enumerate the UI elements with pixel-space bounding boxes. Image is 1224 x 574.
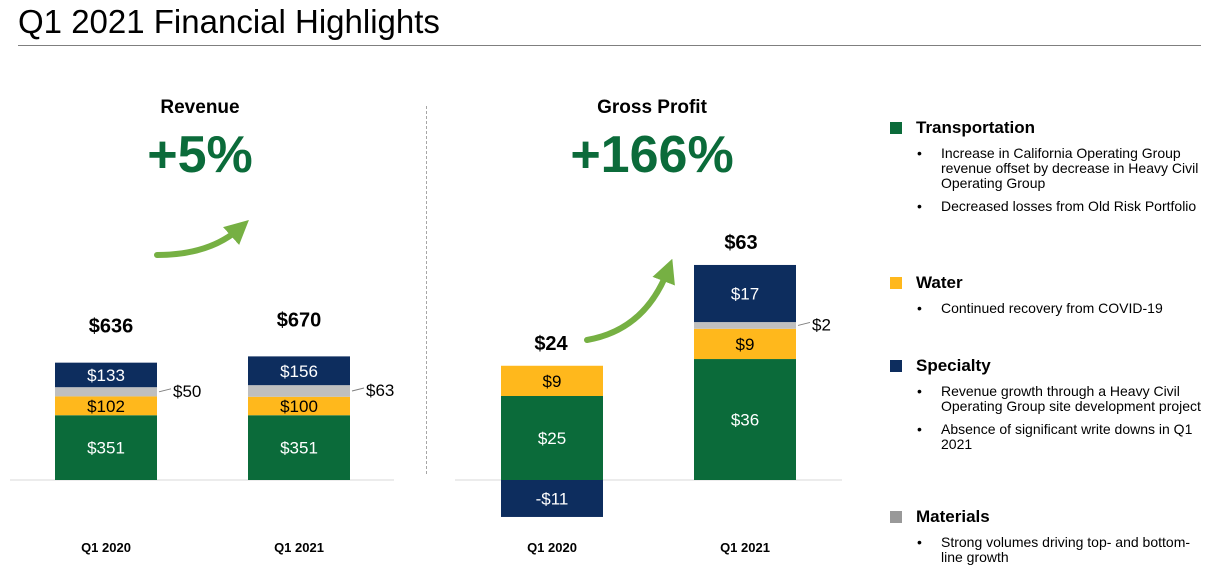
legend-label: Materials [916, 507, 990, 526]
bar-total-label: $24 [534, 333, 568, 355]
chart-change: +166% [570, 126, 733, 184]
segment-label: $102 [87, 397, 125, 416]
bar-segment-water [55, 396, 157, 416]
growth-arrow [584, 258, 675, 343]
segment-label: $50 [173, 382, 201, 401]
bar-segment-specialty [501, 480, 603, 517]
legend-swatch [890, 122, 902, 134]
segment-label: $36 [731, 411, 759, 430]
bar-segment-specialty [248, 356, 350, 386]
legend-bullet: Increase in California Operating Group r… [890, 146, 1210, 191]
chart-divider [426, 106, 427, 474]
category-label: Q1 2021 [720, 540, 770, 555]
segment-label: $63 [366, 381, 394, 400]
segment-label: $9 [736, 335, 755, 354]
growth-arrow [154, 219, 249, 258]
bar-segment-transportation [501, 396, 603, 480]
revenue-chart: Revenue +5% $351 $102 $50 $133 $636 Q1 2020 $351… [10, 97, 394, 555]
bar-segment-specialty [55, 362, 157, 388]
category-label: Q1 2020 [81, 540, 131, 555]
segment-label: -$11 [536, 489, 569, 508]
legend-swatch [890, 277, 902, 289]
legend-bullet: Absence of significant write downs in Q1… [890, 422, 1210, 452]
legend-heading: Transportation [890, 118, 1210, 138]
legend-specialty: Specialty Revenue growth through a Heavy … [890, 356, 1210, 460]
segment-label: $25 [538, 429, 566, 448]
bar-segment-transportation [248, 415, 350, 480]
legend-bullet-list: Increase in California Operating Group r… [890, 146, 1210, 215]
legend-label: Specialty [916, 356, 991, 375]
legend-bullet-list: Continued recovery from COVID-19 [890, 301, 1210, 317]
legend-swatch [890, 511, 902, 523]
legend-bullet-list: Strong volumes driving top- and bottom-l… [890, 535, 1210, 565]
legend-swatch [890, 360, 902, 372]
segment-callout-line [351, 387, 365, 392]
bar-segment-transportation [55, 415, 157, 480]
bar-total-label: $636 [89, 316, 134, 338]
legend-label: Water [916, 273, 963, 292]
segment-label: $351 [87, 439, 125, 458]
bar-segment-materials [55, 387, 157, 397]
segment-label: $156 [280, 362, 318, 381]
segment-label: $351 [280, 439, 318, 458]
chart-change: +5% [147, 126, 253, 184]
segment-label: $9 [543, 372, 562, 391]
chart-title: Gross Profit [597, 97, 707, 118]
segment-label: $2 [812, 315, 831, 334]
legend-heading: Water [890, 273, 1210, 293]
bar-segment-materials [248, 385, 350, 397]
title-rule [18, 45, 1201, 46]
segment-label: $100 [280, 397, 318, 416]
legend-materials: Materials Strong volumes driving top- and… [890, 507, 1210, 573]
legend-bullet-list: Revenue growth through a Heavy Civil Ope… [890, 384, 1210, 452]
page-title: Q1 2021 Financial Highlights [18, 3, 440, 40]
category-label: Q1 2021 [274, 540, 324, 555]
legend-heading: Specialty [890, 356, 1210, 376]
segment-callout-line [797, 321, 811, 326]
legend-water: Water Continued recovery from COVID-19 [890, 273, 1210, 324]
legend-bullet: Decreased losses from Old Risk Portfolio [890, 199, 1210, 215]
segment-callout-line [158, 388, 172, 393]
chart-title: Revenue [160, 97, 239, 118]
legend-label: Transportation [916, 118, 1036, 137]
segment-label: $133 [87, 366, 125, 385]
bar-segment-transportation [694, 359, 796, 480]
legend-bullet: Continued recovery from COVID-19 [890, 301, 1210, 317]
bar-segment-water [694, 328, 796, 360]
legend-heading: Materials [890, 507, 1210, 527]
category-label: Q1 2020 [527, 540, 577, 555]
segment-label: $17 [731, 285, 759, 304]
bar-total-label: $670 [277, 309, 322, 331]
legend-transportation: Transportation Increase in California Ope… [890, 118, 1210, 222]
bar-total-label: $63 [724, 232, 757, 254]
bar-segment-water [501, 365, 603, 396]
legend-bullet: Revenue growth through a Heavy Civil Ope… [890, 384, 1210, 414]
bar-segment-water [248, 396, 350, 416]
legend-bullet: Strong volumes driving top- and bottom-l… [890, 535, 1210, 565]
bar-segment-specialty [694, 264, 796, 323]
bar-segment-materials [694, 322, 796, 329]
gross-profit-chart: Gross Profit +166% $25 $9 -$11 $24 Q1 2020 $36 $… [455, 97, 842, 555]
